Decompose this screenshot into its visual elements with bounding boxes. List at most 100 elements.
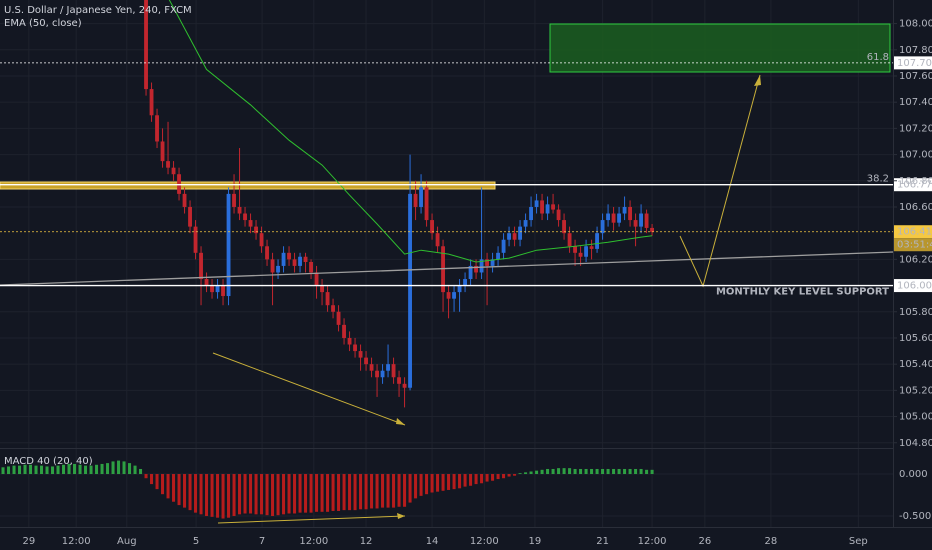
macd-bar — [304, 474, 308, 513]
macd-bar — [287, 474, 291, 514]
candle-body — [573, 246, 577, 253]
candle-body — [375, 370, 379, 378]
macd-bar — [227, 474, 231, 518]
macd-bar — [441, 474, 445, 491]
candle-body — [600, 220, 605, 234]
candle-body — [204, 279, 209, 286]
macd-bar — [34, 465, 38, 475]
macd-bar — [491, 474, 495, 481]
macd-bar — [584, 468, 588, 475]
x-tick-label: 19 — [529, 536, 542, 547]
macd-bar — [507, 474, 511, 477]
candle-body — [633, 220, 638, 227]
candle-body — [468, 265, 473, 280]
macd-bar — [397, 474, 401, 507]
macd-bar — [337, 474, 341, 511]
candle-body — [419, 187, 423, 207]
price-label-box — [894, 178, 932, 192]
macd-bar — [474, 474, 478, 485]
candle-body — [237, 206, 242, 214]
macd-bar — [78, 464, 82, 475]
macd-bar — [210, 474, 214, 517]
candle-body — [386, 364, 390, 371]
price-pane — [144, 0, 655, 408]
candle-body — [562, 220, 566, 234]
macd-bar — [403, 474, 407, 507]
macd-bar — [150, 474, 154, 485]
macd-bar — [128, 463, 132, 475]
macd-bar — [617, 468, 621, 475]
candle-body — [309, 261, 313, 273]
macd-bar — [111, 461, 115, 475]
macd-bar — [590, 468, 594, 475]
macd-bar — [326, 474, 330, 512]
candle-body — [303, 256, 308, 262]
macd-bar — [595, 468, 599, 475]
macd-bar — [353, 474, 357, 511]
price-label: 106.000 — [897, 281, 932, 292]
macd-bar — [364, 474, 368, 510]
macd-bar — [238, 474, 242, 515]
macd-bar — [271, 474, 275, 517]
macd-bar — [408, 474, 412, 503]
macd-bar — [199, 474, 203, 515]
candle-body — [380, 370, 385, 378]
macd-bar — [573, 468, 577, 475]
macd-bar — [172, 474, 176, 502]
macd-bar — [634, 468, 638, 475]
macd-bar — [529, 471, 533, 475]
candle-body — [617, 213, 622, 223]
macd-bar — [177, 474, 181, 506]
macd-bar — [194, 474, 198, 513]
macd-label: MACD 40 (20, 40) — [4, 456, 93, 467]
macd-bar — [419, 474, 423, 496]
countdown: 03:51:42 — [897, 240, 932, 251]
macd-bar — [216, 474, 220, 518]
macd-bar — [221, 474, 225, 519]
macd-bar — [579, 468, 583, 475]
x-tick-label: 12:00 — [299, 536, 328, 547]
candle-body — [243, 213, 247, 221]
macd-bar — [540, 469, 544, 475]
macd-bar — [485, 474, 489, 482]
macd-bar — [606, 468, 610, 475]
candle-body — [611, 213, 616, 223]
candle-body — [358, 351, 363, 358]
candle-body — [155, 115, 159, 142]
macd-bar — [166, 474, 170, 499]
macd-bar — [348, 474, 352, 511]
candle-body — [518, 226, 522, 240]
macd-bar — [155, 474, 159, 490]
candle-body — [336, 311, 341, 325]
macd-bar — [331, 474, 335, 511]
candle-body — [479, 259, 484, 273]
divergence-line — [217, 515, 406, 524]
price-label-box — [894, 225, 932, 239]
macd-bar — [1, 467, 5, 475]
macd-bar — [458, 474, 462, 489]
candle-body — [314, 272, 319, 286]
candle-body — [391, 364, 396, 378]
x-tick-label: 7 — [259, 536, 265, 547]
candle-body — [325, 292, 330, 306]
indicator-label: EMA (50, close) — [4, 18, 82, 29]
candle-body — [639, 213, 644, 227]
arrow-head — [754, 75, 761, 86]
y-tick-label: -0.500 — [899, 511, 931, 522]
price-label-box — [894, 279, 932, 293]
target-zone — [549, 23, 891, 73]
candle-body — [595, 233, 600, 249]
y-tick-label: 107.000 — [899, 150, 932, 161]
candle-body — [364, 357, 368, 365]
candle-body — [556, 209, 561, 221]
fib-label: 38.2 — [867, 174, 889, 185]
price-label: 106.770 — [897, 180, 932, 191]
y-tick-label: 0.000 — [899, 469, 928, 480]
macd-bar — [298, 474, 302, 513]
macd-bar — [430, 474, 434, 493]
level-note: MONTHLY KEY LEVEL SUPPORT — [716, 287, 889, 298]
macd-bar — [293, 474, 297, 514]
candle-body — [188, 206, 192, 227]
candle-body — [408, 193, 412, 388]
